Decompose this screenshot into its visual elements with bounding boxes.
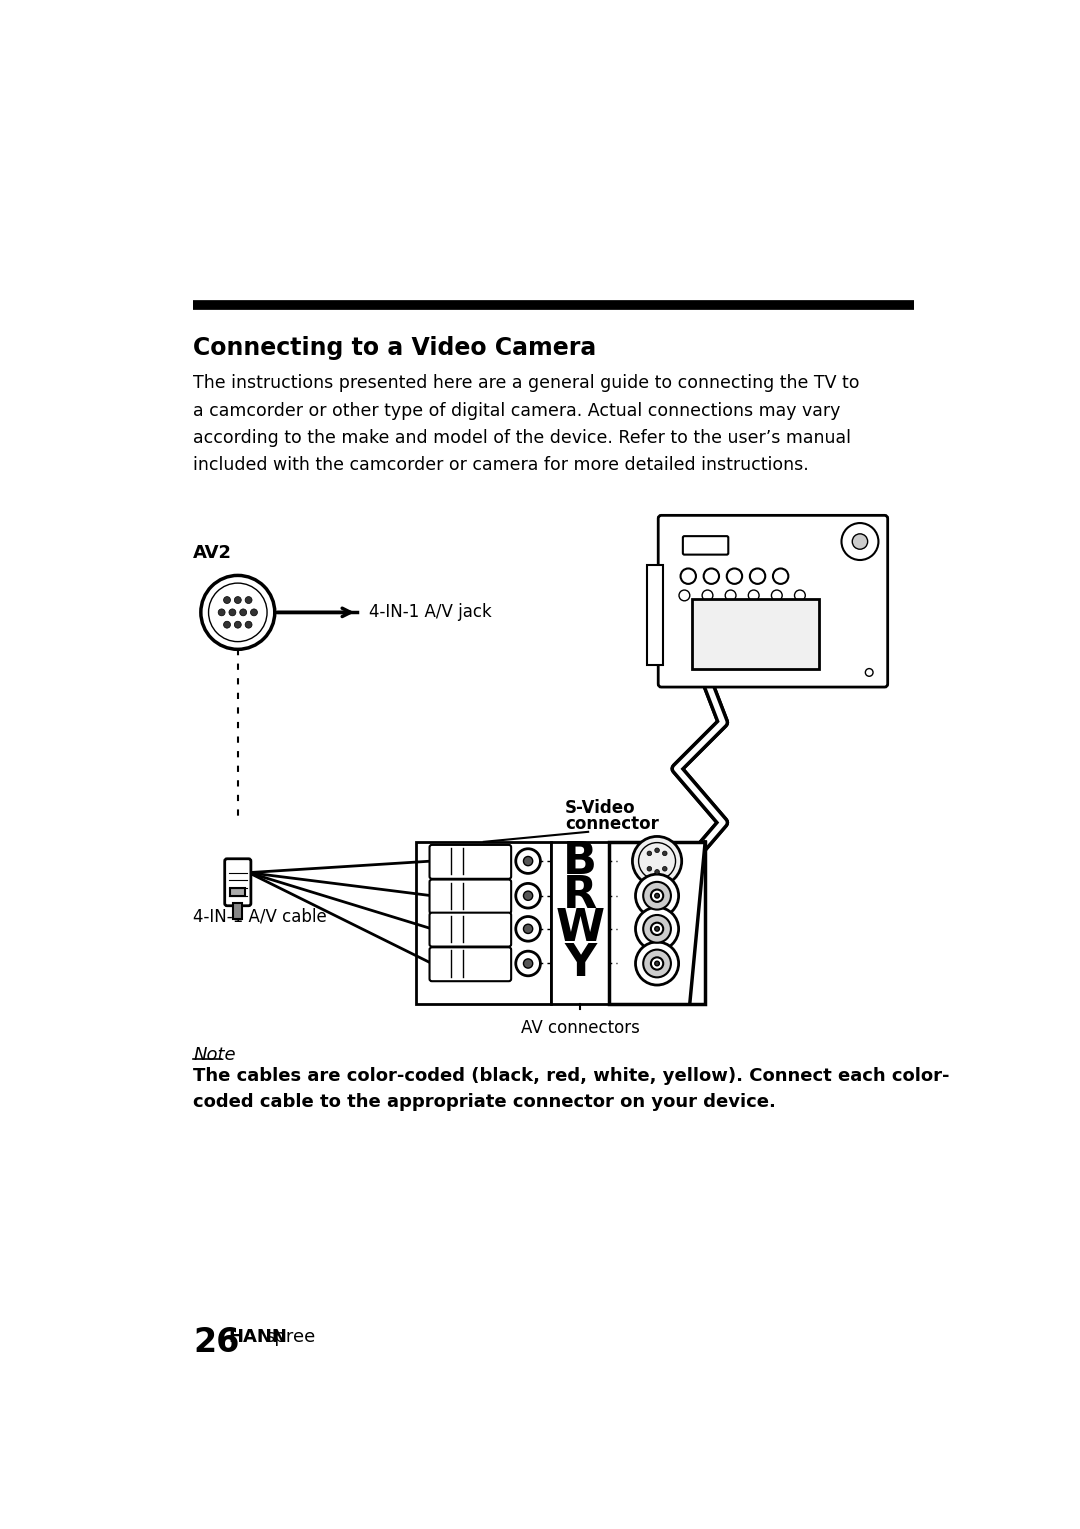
FancyBboxPatch shape xyxy=(430,913,511,946)
Circle shape xyxy=(524,856,532,865)
Circle shape xyxy=(229,609,235,616)
Circle shape xyxy=(208,583,267,642)
Circle shape xyxy=(635,875,678,917)
Circle shape xyxy=(218,609,225,616)
FancyBboxPatch shape xyxy=(683,537,728,555)
Text: S-Video: S-Video xyxy=(565,800,636,818)
Text: Y: Y xyxy=(564,942,596,985)
Text: R: R xyxy=(563,875,597,917)
Text: W: W xyxy=(555,907,605,951)
FancyBboxPatch shape xyxy=(430,948,511,982)
Circle shape xyxy=(704,569,719,584)
FancyBboxPatch shape xyxy=(658,515,888,687)
Bar xyxy=(233,904,242,919)
Circle shape xyxy=(638,842,676,879)
Circle shape xyxy=(516,951,540,976)
Circle shape xyxy=(245,596,252,604)
Text: B: B xyxy=(563,839,597,882)
Circle shape xyxy=(679,590,690,601)
Circle shape xyxy=(234,596,241,604)
Circle shape xyxy=(524,959,532,968)
Circle shape xyxy=(635,942,678,985)
Text: Note: Note xyxy=(193,1046,235,1064)
Text: Connecting to a Video Camera: Connecting to a Video Camera xyxy=(193,336,596,359)
Text: connector: connector xyxy=(565,815,659,833)
Circle shape xyxy=(224,596,230,604)
Circle shape xyxy=(654,893,660,898)
Circle shape xyxy=(647,867,651,872)
Circle shape xyxy=(516,884,540,908)
Circle shape xyxy=(524,924,532,934)
Text: 4-IN-1 A/V cable: 4-IN-1 A/V cable xyxy=(193,907,327,925)
Bar xyxy=(417,842,551,1003)
Text: The instructions presented here are a general guide to connecting the TV to
a ca: The instructions presented here are a ge… xyxy=(193,375,860,474)
Circle shape xyxy=(644,914,671,943)
Circle shape xyxy=(224,621,230,628)
Text: HANN: HANN xyxy=(229,1329,287,1347)
Circle shape xyxy=(771,590,782,601)
Circle shape xyxy=(680,569,696,584)
Circle shape xyxy=(654,849,660,853)
Circle shape xyxy=(651,957,663,969)
Circle shape xyxy=(644,950,671,977)
Circle shape xyxy=(201,575,274,650)
Text: spree: spree xyxy=(265,1329,315,1347)
Text: AV connectors: AV connectors xyxy=(521,1018,639,1037)
Circle shape xyxy=(647,852,651,856)
Circle shape xyxy=(662,867,667,872)
Circle shape xyxy=(865,668,873,676)
Circle shape xyxy=(654,962,660,966)
Circle shape xyxy=(773,569,788,584)
Circle shape xyxy=(516,849,540,873)
Text: The cables are color-coded (black, red, white, yellow). Connect each color-
code: The cables are color-coded (black, red, … xyxy=(193,1067,949,1112)
Circle shape xyxy=(725,590,735,601)
Bar xyxy=(230,888,245,896)
Circle shape xyxy=(750,569,766,584)
Circle shape xyxy=(635,907,678,951)
Circle shape xyxy=(654,870,660,875)
Text: 4-IN-1 A/V jack: 4-IN-1 A/V jack xyxy=(368,604,491,621)
Circle shape xyxy=(633,836,681,885)
Circle shape xyxy=(662,852,667,856)
FancyBboxPatch shape xyxy=(430,879,511,913)
Circle shape xyxy=(251,609,257,616)
Text: AV2: AV2 xyxy=(193,544,232,561)
Text: 26: 26 xyxy=(193,1326,240,1359)
Circle shape xyxy=(852,534,867,549)
Circle shape xyxy=(702,590,713,601)
Circle shape xyxy=(727,569,742,584)
Circle shape xyxy=(234,621,241,628)
Bar xyxy=(692,599,819,668)
Circle shape xyxy=(516,916,540,942)
Circle shape xyxy=(748,590,759,601)
FancyBboxPatch shape xyxy=(225,859,251,905)
Bar xyxy=(551,842,609,1003)
Circle shape xyxy=(795,590,806,601)
Bar xyxy=(609,842,705,1003)
Circle shape xyxy=(524,891,532,901)
FancyBboxPatch shape xyxy=(430,846,511,879)
Circle shape xyxy=(654,927,660,931)
Circle shape xyxy=(240,609,246,616)
Circle shape xyxy=(651,922,663,936)
Circle shape xyxy=(644,882,671,910)
Bar xyxy=(647,564,663,665)
Circle shape xyxy=(651,890,663,902)
Circle shape xyxy=(841,523,878,560)
Circle shape xyxy=(245,621,252,628)
